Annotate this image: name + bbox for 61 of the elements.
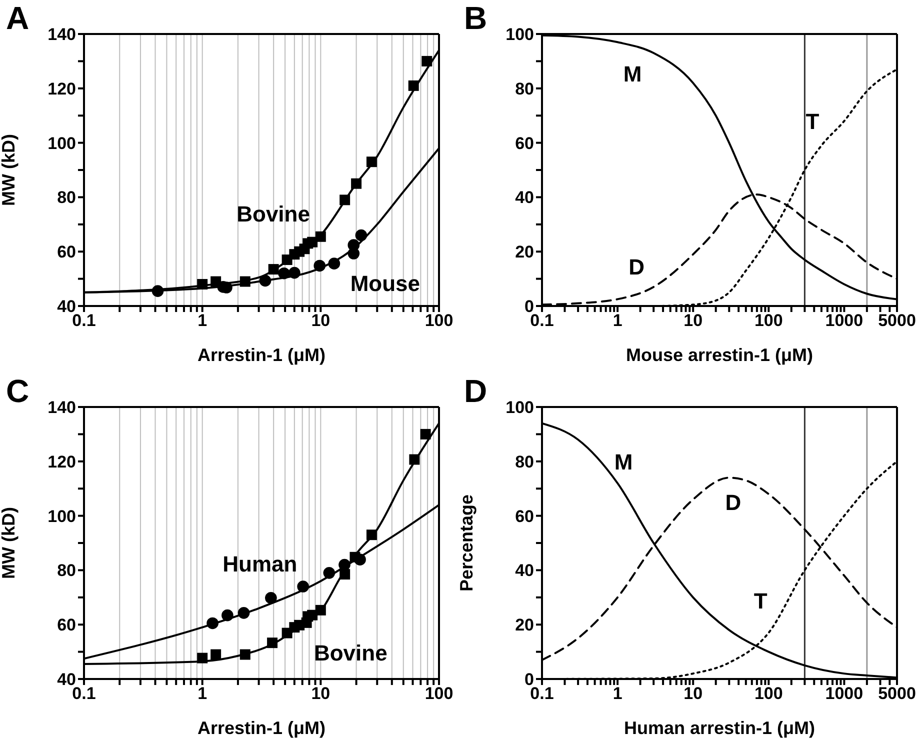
- series-label: D: [725, 490, 742, 516]
- series-label: Bovine: [314, 640, 388, 666]
- x-tick-label: 1: [612, 684, 622, 704]
- y-tick-label: 40: [515, 188, 534, 208]
- series-label: T: [806, 109, 820, 134]
- x-axis-title: Arrestin-1 (μM): [197, 345, 326, 365]
- y-tick-label: 60: [57, 242, 76, 262]
- y-tick-label: 120: [48, 452, 76, 472]
- series-label: Human: [222, 551, 298, 576]
- y-tick-label: 80: [515, 452, 534, 472]
- x-tick-label: 1: [612, 311, 622, 330]
- chart-title: A: [6, 0, 30, 36]
- x-axis-title: Mouse arrestin-1 (μM): [626, 345, 814, 365]
- y-tick-label: 60: [515, 134, 534, 153]
- x-tick-label: 10: [684, 311, 703, 330]
- x-tick-label: 1: [198, 684, 208, 704]
- y-tick-label: 100: [48, 134, 76, 153]
- x-tick-label: 100: [754, 684, 783, 704]
- chart-title: B: [464, 0, 488, 36]
- x-tick-label: 0.1: [72, 311, 96, 330]
- y-tick-label: 80: [57, 188, 76, 208]
- y-axis-title: MW (kD): [0, 134, 18, 206]
- y-axis-title: Percentage: [456, 494, 476, 592]
- y-tick-label: 80: [515, 79, 534, 98]
- y-tick-label: 20: [515, 242, 534, 262]
- x-tick-label: 5000: [878, 684, 916, 704]
- x-tick-label: 1: [198, 311, 208, 330]
- x-tick-label: 0.1: [530, 684, 554, 704]
- y-tick-label: 80: [57, 561, 76, 580]
- y-axis-title: MW (kD): [0, 507, 18, 579]
- chart-title: C: [6, 373, 30, 409]
- chart-title: D: [464, 373, 488, 409]
- x-axis-title: Human arrestin-1 (μM): [624, 718, 816, 738]
- series-label: M: [614, 450, 633, 475]
- y-tick-label: 60: [515, 506, 534, 526]
- y-tick-label: 120: [48, 79, 76, 98]
- y-tick-label: 100: [48, 506, 76, 526]
- series-label: Bovine: [236, 202, 310, 227]
- y-tick-label: 100: [506, 398, 534, 418]
- series-label: T: [754, 588, 768, 614]
- x-tick-label: 0.1: [72, 684, 96, 704]
- y-tick-label: 40: [515, 561, 534, 580]
- y-tick-label: 60: [57, 616, 76, 635]
- x-tick-label: 10: [684, 684, 703, 704]
- x-tick-label: 100: [424, 684, 454, 704]
- x-tick-label: 100: [754, 311, 783, 330]
- x-tick-label: 5000: [878, 311, 916, 330]
- y-tick-label: 140: [48, 25, 76, 44]
- x-tick-label: 1000: [825, 684, 864, 704]
- x-tick-label: 10: [311, 311, 330, 330]
- x-tick-label: 1000: [825, 311, 864, 330]
- x-tick-label: 10: [311, 684, 330, 704]
- y-tick-label: 20: [515, 616, 534, 635]
- y-tick-label: 140: [48, 398, 76, 418]
- x-tick-label: 100: [424, 311, 454, 330]
- x-tick-label: 0.1: [530, 311, 554, 330]
- series-label: Mouse: [350, 270, 420, 296]
- y-tick-label: 100: [506, 25, 534, 44]
- series-label: D: [628, 254, 644, 280]
- series-label: M: [623, 62, 642, 87]
- x-axis-title: Arrestin-1 (μM): [197, 718, 326, 738]
